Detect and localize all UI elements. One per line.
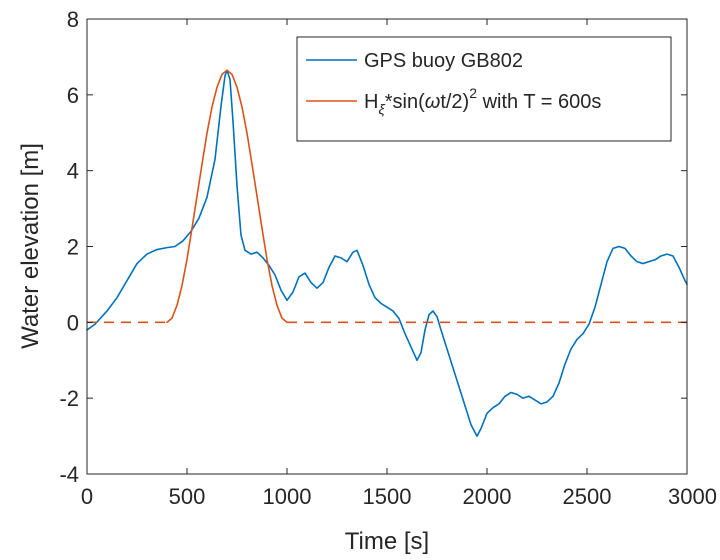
legend-label-xi-subscript: ξ (378, 101, 385, 117)
y-tick-label: 6 (67, 83, 79, 108)
y-tick-label: -2 (59, 386, 79, 411)
legend-label-sin: *sin( (385, 91, 425, 113)
x-tick-label: 1000 (263, 484, 312, 509)
x-tick-label: 1500 (363, 484, 412, 509)
legend-label-omega: ω (425, 91, 441, 113)
y-tick-label: 2 (67, 235, 79, 260)
x-tick-label: 2000 (463, 484, 512, 509)
x-axis-label: Time [s] (345, 528, 429, 555)
ticks-layer: 0 500 1000 1500 2000 2500 3000 -4 -2 0 2 4 6 8 (59, 7, 717, 509)
series-line-1 (166, 69, 288, 324)
legend-label-t-half: t/2) (440, 91, 469, 113)
series-layer (86, 69, 688, 437)
y-tick-label: 4 (67, 159, 79, 184)
legend-label-gps-buoy: GPS buoy GB802 (364, 50, 523, 72)
x-tick-label: 3000 (668, 484, 717, 509)
x-tick-label: 2500 (563, 484, 612, 509)
y-tick-label: 0 (67, 310, 79, 335)
x-tick-label: 500 (169, 484, 206, 509)
legend-box (296, 36, 672, 142)
x-tick-label: 0 (81, 484, 93, 509)
y-tick-label: -4 (59, 462, 79, 487)
legend-label-squared-superscript: 2 (469, 85, 477, 101)
series-line-0 (86, 69, 688, 437)
legend-label-sine-model: Hξ*sin(ωt/2)2 with T = 600s (364, 85, 601, 117)
y-tick-label: 8 (67, 7, 79, 32)
legend: GPS buoy GB802 Hξ*sin(ωt/2)2 with T = 60… (296, 36, 672, 142)
y-axis-label: Water elevation [m] (17, 143, 44, 349)
legend-label-h: H (364, 91, 378, 113)
legend-label-period: with T = 600s (477, 91, 601, 113)
